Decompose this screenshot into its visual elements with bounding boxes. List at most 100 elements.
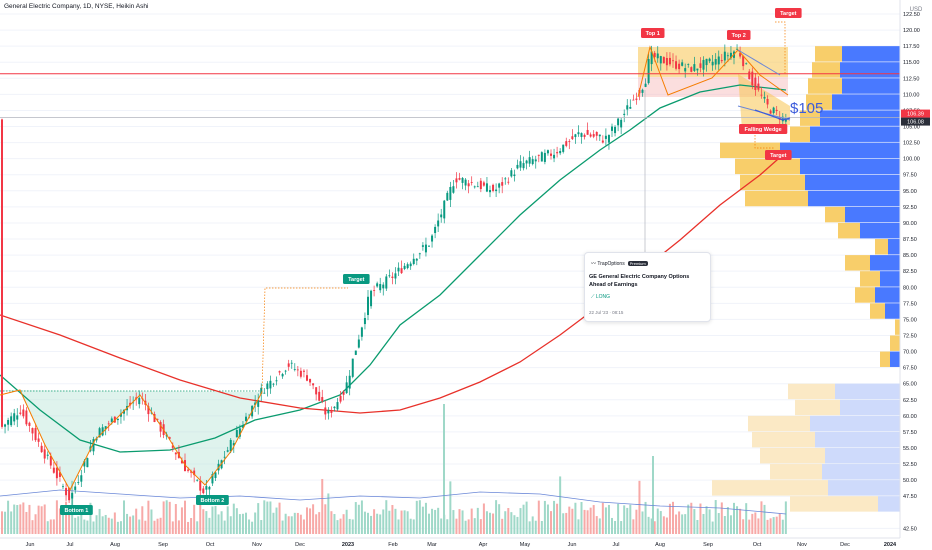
volume-bar bbox=[132, 515, 135, 534]
profile-bar-down-faded bbox=[795, 399, 840, 416]
candle-body bbox=[58, 472, 61, 477]
y-tick-label: 80.00 bbox=[903, 285, 917, 291]
candle-body bbox=[22, 409, 25, 417]
profile-bar-down bbox=[880, 351, 890, 367]
volume-bar bbox=[763, 504, 766, 534]
candle-body bbox=[492, 184, 495, 191]
idea-source: 〰 TrapOptions Premium bbox=[591, 261, 648, 267]
profile-bar-up bbox=[842, 46, 900, 62]
candle-body bbox=[7, 419, 10, 425]
volume-bar bbox=[278, 502, 281, 534]
candle-body bbox=[510, 170, 513, 177]
candle-body bbox=[461, 177, 464, 183]
y-tick-label: 117.50 bbox=[903, 44, 919, 50]
candle-body bbox=[595, 131, 598, 136]
volume-bar bbox=[339, 518, 342, 534]
volume-bar bbox=[449, 481, 452, 534]
candle-body bbox=[757, 83, 760, 90]
volume-bar bbox=[263, 500, 266, 534]
candle-body bbox=[199, 480, 202, 491]
volume-bar bbox=[388, 510, 391, 534]
candle-body bbox=[269, 380, 272, 389]
candle-body bbox=[604, 135, 607, 139]
candle-body bbox=[668, 57, 671, 65]
volume-bar bbox=[675, 514, 678, 534]
volume-bar bbox=[681, 514, 684, 534]
candle-body bbox=[723, 51, 726, 61]
volume-bar bbox=[556, 503, 559, 534]
candle-body bbox=[296, 369, 299, 371]
candle-body bbox=[214, 472, 217, 479]
candle-body bbox=[260, 387, 263, 394]
y-tick-label: 115.00 bbox=[903, 60, 919, 66]
candle-body bbox=[611, 126, 613, 131]
profile-bar-down bbox=[745, 190, 808, 207]
volume-bar bbox=[421, 506, 424, 534]
y-tick-label: 90.00 bbox=[903, 221, 917, 227]
candle-body bbox=[357, 339, 360, 348]
candle-body bbox=[211, 474, 214, 484]
volume-bar bbox=[260, 520, 263, 534]
candle-body bbox=[16, 415, 19, 420]
volume-bar bbox=[473, 518, 476, 534]
volume-bar bbox=[397, 519, 400, 534]
candle-body bbox=[68, 487, 71, 501]
y-tick-label: 87.50 bbox=[903, 237, 917, 243]
volume-bar bbox=[476, 507, 479, 534]
wedge-upper-line bbox=[737, 49, 781, 76]
price-label-bg bbox=[901, 117, 930, 126]
y-tick-label: 95.00 bbox=[903, 189, 917, 195]
candle-body bbox=[40, 445, 43, 453]
volume-bar bbox=[696, 520, 699, 534]
candle-body bbox=[150, 412, 153, 414]
candle-body bbox=[742, 55, 745, 67]
candle-body bbox=[382, 284, 385, 289]
candle-body bbox=[696, 68, 699, 71]
volume-bar bbox=[461, 510, 464, 534]
volume-bar bbox=[367, 512, 369, 534]
candle-body bbox=[766, 98, 769, 105]
volume-bar bbox=[693, 509, 696, 534]
premium-badge: Premium bbox=[627, 261, 648, 266]
volume-bar bbox=[537, 500, 540, 534]
candle-body bbox=[80, 475, 83, 482]
double-bottom-zone bbox=[0, 390, 262, 490]
volume-bar bbox=[309, 508, 312, 534]
x-tick-label: May bbox=[520, 542, 531, 548]
candle-body bbox=[739, 53, 742, 57]
candle-body bbox=[302, 370, 305, 372]
volume-bar bbox=[211, 506, 214, 534]
volume-bar bbox=[662, 516, 665, 534]
volume-bar bbox=[766, 519, 769, 534]
x-tick-label: Dec bbox=[840, 542, 850, 548]
candle-body bbox=[501, 182, 504, 186]
volume-bar bbox=[190, 518, 193, 534]
volume-bar bbox=[644, 501, 647, 534]
candle-body bbox=[119, 413, 122, 417]
candle-body bbox=[208, 486, 211, 490]
candle-body bbox=[690, 67, 693, 72]
candle-body bbox=[522, 163, 525, 169]
candle-body bbox=[495, 189, 498, 192]
idea-headline[interactable]: GE General Electric Company Options Ahea… bbox=[589, 274, 690, 288]
candle-body bbox=[659, 56, 662, 64]
volume-bar bbox=[110, 518, 113, 534]
profile-bar-down bbox=[800, 110, 820, 126]
idea-card[interactable]: 〰 TrapOptions Premium GE General Electric… bbox=[584, 252, 711, 322]
volume-bar bbox=[257, 503, 260, 534]
volume-bar bbox=[19, 504, 22, 534]
candle-body bbox=[293, 369, 296, 370]
candle-body bbox=[583, 134, 586, 137]
profile-bar-up-faded bbox=[810, 415, 900, 432]
volume-bar bbox=[507, 508, 510, 534]
profile-bar-up-faded bbox=[835, 383, 900, 400]
candle-body bbox=[678, 63, 681, 70]
candle-body bbox=[104, 426, 107, 430]
badge-target-bottom: Target bbox=[770, 153, 787, 159]
candle-body bbox=[360, 327, 363, 337]
volume-bar bbox=[62, 507, 64, 534]
volume-bar bbox=[113, 512, 116, 534]
idea-date: 22 Jul '23 · 08:15 bbox=[589, 310, 624, 315]
y-tick-label: 100.00 bbox=[903, 157, 920, 163]
